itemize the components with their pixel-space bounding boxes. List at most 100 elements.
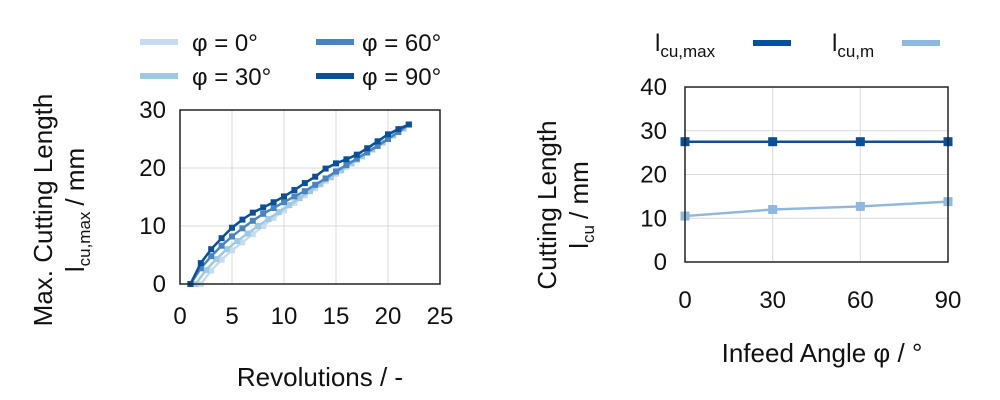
right-y-axis-title: Cutting Length <box>532 120 562 289</box>
left-series-0-point <box>281 207 287 214</box>
left-series-0-point <box>249 231 256 238</box>
left-y-axis-unit: lcu,max / mm <box>60 148 94 272</box>
left-series-2-point <box>312 181 319 188</box>
left-series-3-point <box>229 224 235 231</box>
left-series-3-point <box>343 156 350 163</box>
legend-lcu-max-subscript: cu,max <box>660 42 715 61</box>
left-series-2-point <box>239 225 246 232</box>
right-y-axis-unit: lcu / mm <box>564 161 598 249</box>
right-y-tick-label: 20 <box>640 162 667 189</box>
left-x-tick-label: 15 <box>323 303 350 330</box>
legend-entry-lcu-m: lcu,m <box>832 30 940 61</box>
left-series-3-point <box>405 121 412 128</box>
legend-entry-lcu-max: lcu,max <box>655 30 791 61</box>
legend-entry-phi-60: φ = 60° <box>316 30 441 57</box>
left-series-2-point <box>218 242 225 249</box>
left-y-tick-label: 20 <box>139 155 166 182</box>
legend-lcu-m-subscript: cu,m <box>837 42 874 61</box>
left-x-tick-label: 5 <box>225 303 238 330</box>
left-series-1-point <box>234 238 241 245</box>
right-x-tick-label: 30 <box>759 287 786 314</box>
right-series-0-point <box>855 137 865 147</box>
left-y-subscript: cu,max <box>75 211 94 266</box>
left-series-2-point <box>281 199 287 206</box>
left-y-symbol: l <box>60 266 90 272</box>
right-series-1-point <box>855 201 865 211</box>
left-series-0-point <box>260 223 267 229</box>
left-series-3-point <box>239 216 246 223</box>
left-series-3-point <box>333 160 339 167</box>
left-series-1-point <box>286 202 293 209</box>
left-x-tick-label: 10 <box>271 303 298 330</box>
left-x-axis-label: Revolutions / - <box>237 362 403 392</box>
left-series-3-point <box>301 180 308 187</box>
right-series-line-1 <box>684 200 949 218</box>
left-series-2-point <box>260 210 267 217</box>
left-series-2-point <box>291 193 298 200</box>
right-tick-labels: 0 30 60 90 0 10 20 30 40 <box>640 74 961 314</box>
left-series-1-point <box>255 223 261 229</box>
right-y-tick-label: 30 <box>640 118 667 145</box>
left-series-1-point <box>327 174 334 181</box>
left-y-tick-label: 0 <box>153 271 166 298</box>
left-series-2-point <box>229 233 235 240</box>
left-x-tick-label: 20 <box>375 303 402 330</box>
left-series-3-point <box>208 246 215 253</box>
left-series-1-point <box>265 216 272 223</box>
legend-lcu-max-symbol: l <box>655 30 660 57</box>
right-series-layer <box>680 137 953 221</box>
left-series-2-point <box>270 205 277 212</box>
legend-label-phi-0: φ = 0° <box>192 30 258 57</box>
left-series-2-point <box>322 175 329 182</box>
right-y-axis-label: Cutting Length lcu / mm <box>532 120 598 289</box>
right-x-tick-label: 0 <box>678 287 691 314</box>
left-series-3-point <box>385 131 391 138</box>
right-y-subscript: cu <box>579 225 598 243</box>
left-series-3-point <box>322 165 329 172</box>
left-series-3-point <box>270 199 277 206</box>
left-chart: φ = 0° φ = 30° φ = 60° φ = 90° 0 5 10 15 20 2… <box>28 30 453 392</box>
legend-entry-phi-90: φ = 90° <box>316 64 441 91</box>
legend-entry-phi-0: φ = 0° <box>140 30 258 57</box>
left-series-2-point <box>364 149 371 156</box>
left-y-axis-label: Max. Cutting Length lcu,max / mm <box>28 94 94 327</box>
left-series-1-point <box>223 246 230 253</box>
right-series-0-point <box>768 137 778 147</box>
left-series-1-point <box>296 195 303 202</box>
legend-label-phi-30: φ = 30° <box>192 64 271 91</box>
left-series-2-point <box>197 265 204 272</box>
left-series-line-2 <box>189 123 410 285</box>
left-series-2-point <box>374 142 381 149</box>
left-series-3-point <box>312 173 319 180</box>
legend-entry-phi-30: φ = 30° <box>140 64 271 91</box>
left-legend: φ = 0° φ = 30° φ = 60° φ = 90° <box>140 30 441 91</box>
left-series-1-point <box>275 209 282 216</box>
legend-label-lcu-m: lcu,m <box>832 30 874 61</box>
left-series-3-point <box>218 235 225 242</box>
left-series-0-point <box>239 239 246 246</box>
left-series-3-point <box>249 209 256 216</box>
right-y-tick-label: 40 <box>640 74 667 101</box>
left-series-3-point <box>260 204 267 211</box>
right-x-tick-label: 90 <box>935 287 962 314</box>
right-y-unit: / mm <box>564 161 594 219</box>
left-series-2-point <box>385 136 391 142</box>
left-series-0-point <box>218 256 225 263</box>
right-x-tick-label: 60 <box>847 287 874 314</box>
legend-lcu-m-symbol: l <box>832 30 837 57</box>
right-series-1-point <box>768 205 778 214</box>
left-series-1-point <box>203 267 209 274</box>
right-x-axis-label: Infeed Angle φ / ° <box>722 338 923 368</box>
left-series-2-point <box>333 168 339 175</box>
left-series-2-point <box>343 162 350 169</box>
left-series-3-point <box>197 260 204 267</box>
left-y-axis-title: Max. Cutting Length <box>28 94 58 327</box>
left-x-tick-label: 25 <box>427 303 454 330</box>
left-series-0-point <box>270 214 277 221</box>
left-series-1-point <box>317 181 324 188</box>
left-series-0-point <box>208 267 215 274</box>
left-series-1-point <box>244 230 251 237</box>
left-series-1-point <box>338 167 345 174</box>
